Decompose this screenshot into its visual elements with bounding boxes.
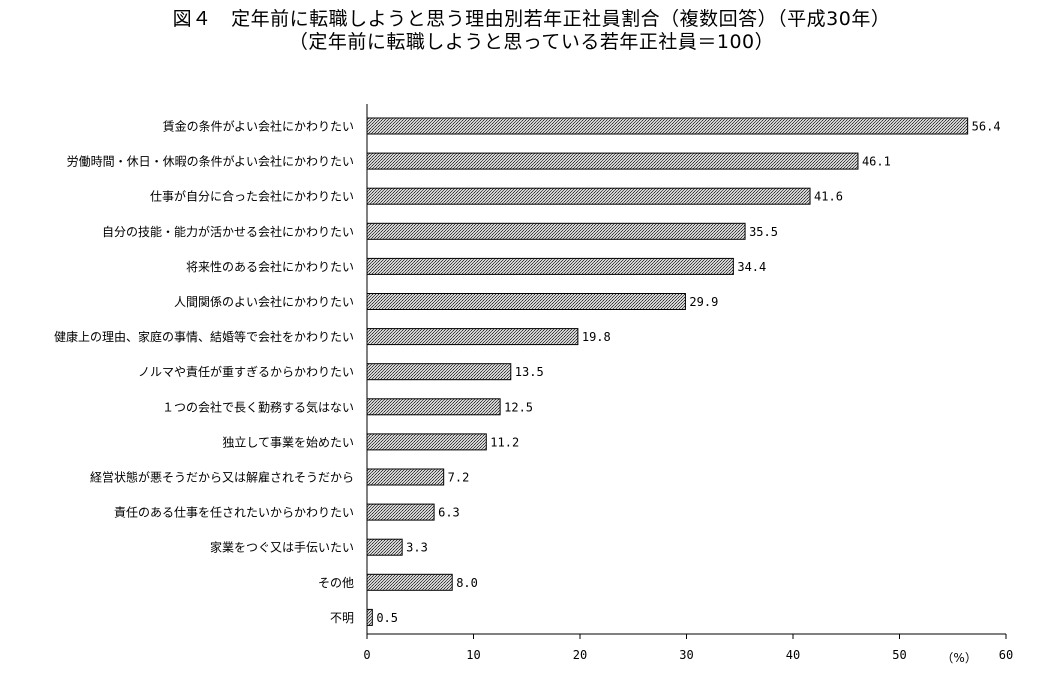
data-label: 8.0 bbox=[456, 576, 478, 590]
bar bbox=[366, 503, 435, 521]
category-label: 自分の技能・能力が活かせる会社にかわりたい bbox=[102, 224, 354, 239]
bar bbox=[366, 398, 501, 416]
category-label: 独立して事業を始めたい bbox=[222, 434, 354, 449]
bars-layer: 賃金の条件がよい会社にかわりたい 56.4 労働時間・休日・休暇の条件がよい会社にか… bbox=[54, 117, 1001, 626]
category-label: 経営状態が悪そうだから又は解雇されそうだから bbox=[90, 470, 354, 485]
bar bbox=[366, 468, 445, 486]
category-label: 責任のある仕事を任されたいからかわりたい bbox=[114, 506, 354, 520]
bar bbox=[366, 538, 403, 556]
data-label: 12.5 bbox=[504, 400, 533, 414]
category-label: 賃金の条件がよい会社にかわりたい bbox=[163, 119, 354, 134]
data-label: 0.5 bbox=[376, 611, 398, 625]
category-label: １つの会社で長く勤務する気はない bbox=[162, 399, 354, 414]
data-label: 41.6 bbox=[814, 190, 843, 204]
bar bbox=[366, 257, 734, 275]
bar bbox=[366, 187, 811, 205]
data-label: 56.4 bbox=[972, 120, 1001, 134]
x-unit-label: （%） bbox=[941, 651, 976, 665]
data-label: 34.4 bbox=[737, 260, 766, 274]
bar bbox=[366, 608, 373, 626]
data-label: 19.8 bbox=[582, 330, 611, 344]
chart-title-block: 図４ 定年前に転職しようと思う理由別若年正社員割合（複数回答）（平成30年） （… bbox=[0, 8, 1063, 54]
category-label: 労働時間・休日・休暇の条件がよい会社にかわりたい bbox=[67, 154, 354, 169]
category-label: その他 bbox=[318, 576, 354, 590]
data-label: 29.9 bbox=[689, 295, 718, 309]
chart-subtitle: （定年前に転職しようと思っている若年正社員＝100） bbox=[288, 31, 775, 53]
x-tick-label: 30 bbox=[679, 648, 693, 662]
x-tick-label: 10 bbox=[466, 648, 480, 662]
x-tick-label: 40 bbox=[786, 648, 800, 662]
x-tick-label: 60 bbox=[999, 648, 1013, 662]
bar bbox=[366, 328, 579, 346]
category-label: ノルマや責任が重すぎるからかわりたい bbox=[138, 364, 354, 379]
x-tick-label: 50 bbox=[892, 648, 906, 662]
category-label: 家業をつぐ又は手伝いたい bbox=[210, 540, 354, 555]
x-axis: 0 10 20 30 40 50 60 （%） bbox=[363, 104, 1013, 665]
bar bbox=[366, 222, 746, 240]
data-label: 11.2 bbox=[490, 435, 519, 449]
data-label: 35.5 bbox=[749, 225, 778, 239]
data-label: 46.1 bbox=[862, 155, 891, 169]
category-label: 人間関係のよい会社にかわりたい bbox=[174, 294, 354, 309]
data-label: 3.3 bbox=[406, 541, 428, 555]
category-label: 健康上の理由、家庭の事情、結婚等で会社をかわりたい bbox=[54, 329, 354, 344]
data-label: 7.2 bbox=[448, 471, 470, 485]
data-label: 13.5 bbox=[515, 365, 544, 379]
bar bbox=[366, 363, 512, 381]
bar bbox=[366, 573, 453, 591]
category-label: 仕事が自分に合った会社にかわりたい bbox=[150, 189, 354, 204]
x-tick-label: 20 bbox=[573, 648, 587, 662]
chart-title: 図４ 定年前に転職しようと思う理由別若年正社員割合（複数回答）（平成30年） bbox=[172, 8, 891, 30]
bar bbox=[366, 152, 859, 170]
category-label: 将来性のある会社にかわりたい bbox=[186, 259, 354, 274]
bar bbox=[366, 293, 686, 310]
bar bbox=[366, 433, 487, 451]
x-tick-label: 0 bbox=[363, 648, 370, 662]
data-label: 6.3 bbox=[438, 506, 460, 520]
category-label: 不明 bbox=[330, 611, 354, 625]
bar bbox=[366, 117, 969, 135]
